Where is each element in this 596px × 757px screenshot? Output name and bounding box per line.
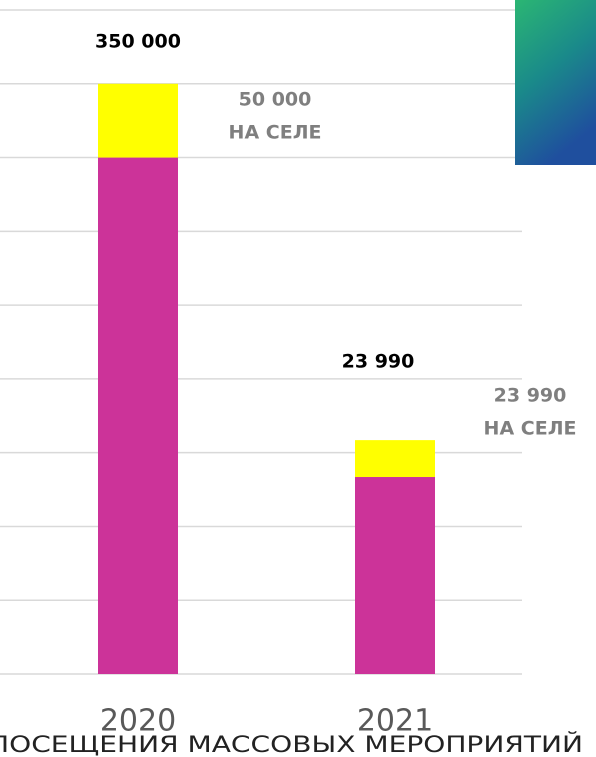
annotation: НА СЕЛЕ (229, 122, 322, 144)
x-tick-label: 2020 (100, 704, 176, 739)
annotation: НА СЕЛЕ (484, 418, 577, 440)
annotation: 350 000 (95, 31, 181, 53)
bar-segment (355, 477, 435, 674)
annotation: 50 000 (239, 89, 312, 111)
bar-segment (355, 440, 435, 478)
annotation: 23 990 (494, 385, 567, 407)
bar-segment (98, 83, 178, 158)
marks: 2020 2021 350 000 50 000 НА СЕЛЕ 23 990 23 990… (0, 31, 583, 757)
decor-gradient (515, 0, 596, 165)
x-tick-label: 2021 (357, 704, 433, 739)
annotation: 23 990 (342, 351, 415, 373)
grid (0, 9, 522, 675)
bar-segment (98, 157, 178, 675)
caption: ПОСЕЩЕНИЯ МАССОВЫХ МЕРОПРИЯТИЙ (0, 732, 583, 757)
